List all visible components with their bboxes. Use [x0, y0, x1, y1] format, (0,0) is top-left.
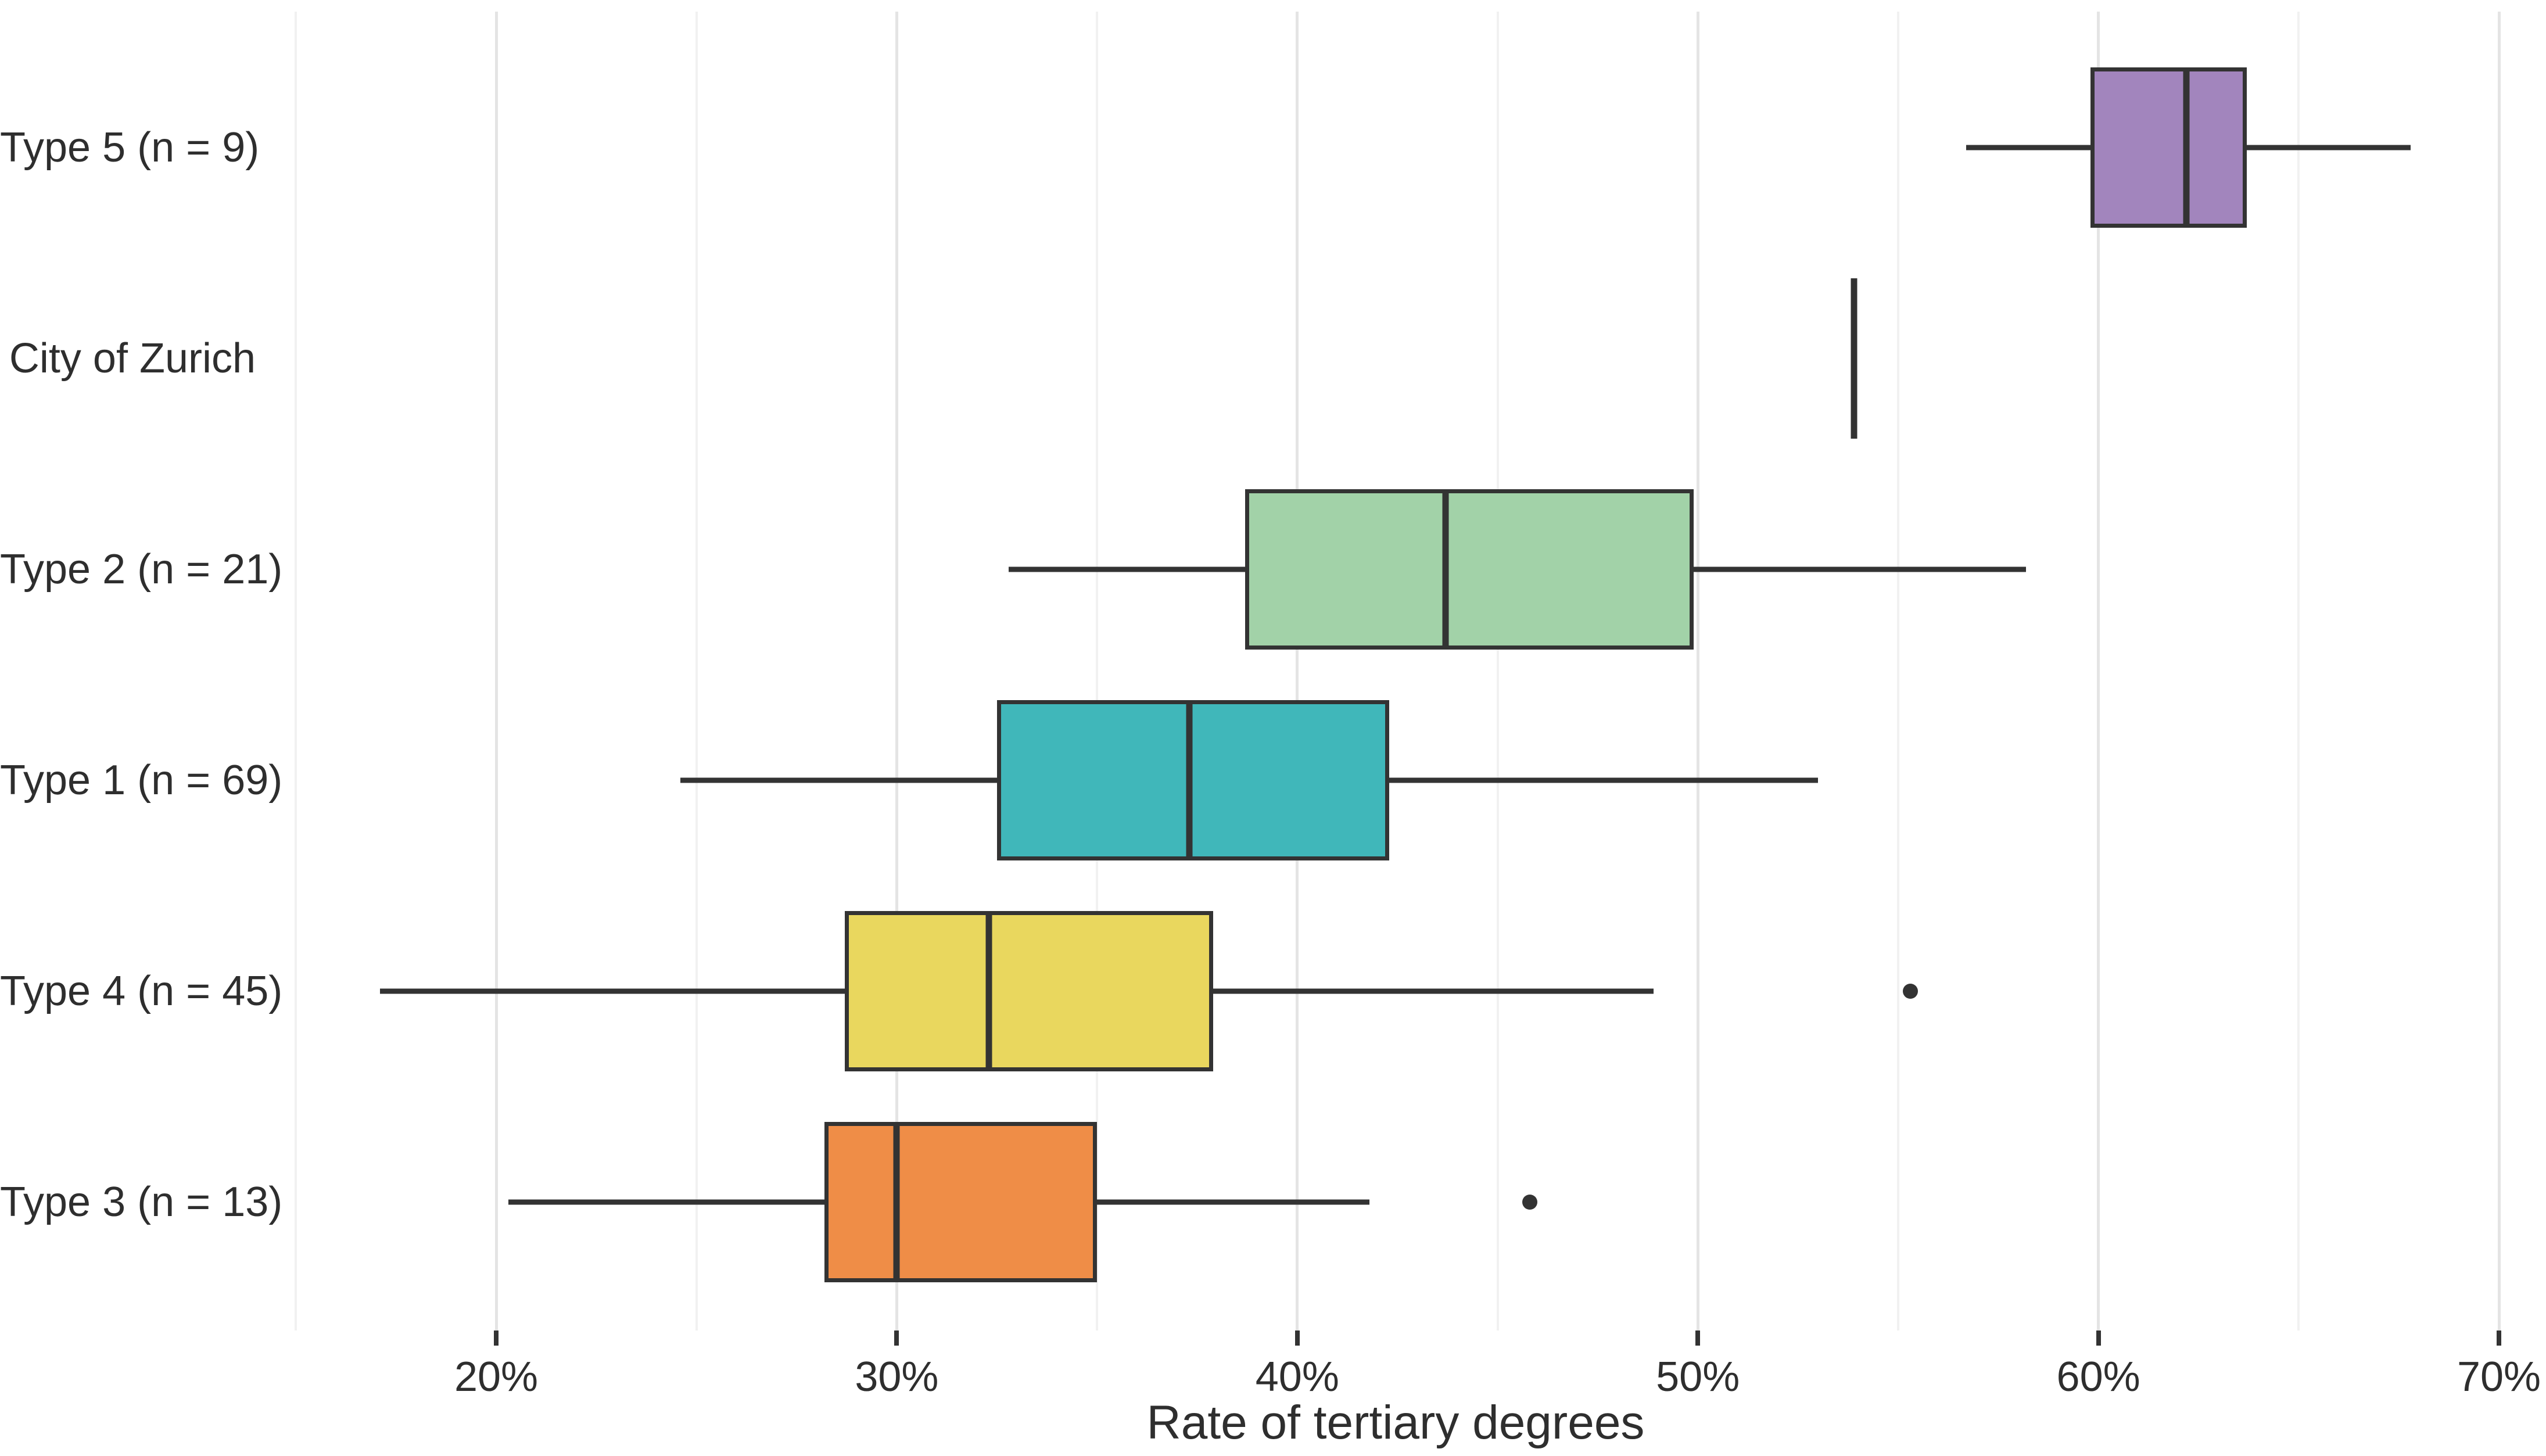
x-tick-label: 50%	[1656, 1354, 1740, 1400]
whisker-high	[1213, 988, 1654, 994]
whisker-high	[2246, 145, 2411, 150]
x-axis-title: Rate of tertiary degrees	[1146, 1396, 1645, 1449]
grid-line-minor	[295, 12, 297, 1331]
outlier-point	[1522, 1195, 1537, 1210]
grid-line-major	[1696, 12, 1699, 1331]
category-label: City of Zurich	[9, 335, 256, 382]
x-tick-label: 70%	[2457, 1354, 2541, 1400]
whisker-low	[1009, 566, 1246, 572]
x-tick-label: 30%	[855, 1354, 939, 1400]
x-axis-tick	[894, 1331, 899, 1346]
whisker-high	[1097, 1199, 1369, 1205]
x-axis-tick	[494, 1331, 499, 1346]
iqr-box	[844, 911, 1213, 1071]
x-tick-label: 40%	[1255, 1354, 1339, 1400]
grid-line-major	[1296, 12, 1299, 1331]
category-label: Type 2 (n = 21)	[0, 546, 283, 593]
grid-line-minor	[695, 12, 698, 1331]
whisker-low	[380, 988, 845, 994]
x-axis-tick	[1695, 1331, 1701, 1346]
grid-line-major	[2097, 12, 2100, 1331]
median-line	[2183, 67, 2190, 228]
grid-line-minor	[1096, 12, 1099, 1331]
grid-line-major	[895, 12, 898, 1331]
x-axis-tick	[2096, 1331, 2101, 1346]
x-tick-label: 20%	[454, 1354, 539, 1400]
median-line	[893, 1122, 900, 1282]
whisker-low	[508, 1199, 825, 1205]
x-tick-label: 60%	[2056, 1354, 2140, 1400]
whisker-high	[1694, 566, 2027, 572]
iqr-box	[1245, 489, 1694, 650]
x-axis-tick	[1294, 1331, 1300, 1346]
whisker-low	[1966, 145, 2090, 150]
grid-line-major	[2497, 12, 2501, 1331]
whisker-low	[680, 777, 997, 783]
iqr-box	[2090, 67, 2247, 228]
grid-line-minor	[1896, 12, 1899, 1331]
category-label: Type 5 (n = 9)	[0, 124, 260, 171]
x-axis-tick	[2497, 1331, 2501, 1346]
category-label: Type 4 (n = 45)	[0, 968, 283, 1014]
whisker-high	[1389, 777, 1819, 783]
category-label: Type 1 (n = 69)	[0, 757, 283, 804]
median-line	[1186, 700, 1193, 860]
median-line	[1442, 489, 1449, 650]
single-value-line	[1851, 278, 1857, 439]
grid-line-major	[494, 12, 498, 1331]
category-label: Type 3 (n = 13)	[0, 1179, 283, 1225]
outlier-point	[1902, 984, 1918, 999]
grid-line-minor	[2297, 12, 2300, 1331]
iqr-box	[996, 700, 1390, 860]
grid-line-minor	[1496, 12, 1499, 1331]
median-line	[985, 911, 992, 1071]
iqr-box	[824, 1122, 1098, 1282]
